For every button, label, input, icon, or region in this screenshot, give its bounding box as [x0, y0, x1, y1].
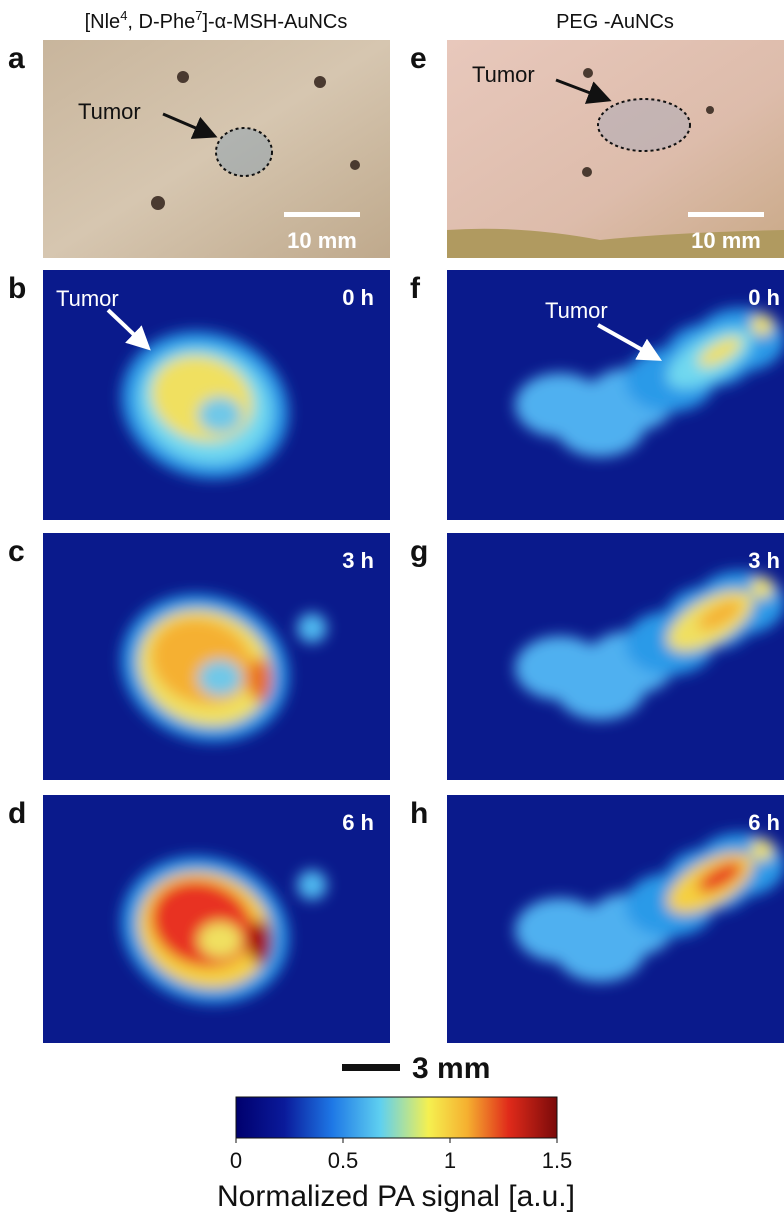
tick-label: 0 — [230, 1148, 242, 1173]
panel-letter: c — [8, 535, 25, 568]
tumor-label: Tumor — [56, 286, 119, 311]
signal-spot — [297, 870, 327, 900]
signal-spot — [751, 314, 773, 336]
time-label: 6 h — [342, 810, 374, 835]
scale-bar — [688, 212, 764, 217]
figure: [Nle4, D-Phe7]-α-MSH-AuNCs PEG -AuNCs Tu… — [0, 0, 784, 1214]
panel-letter: d — [8, 797, 26, 830]
panel-letter: f — [410, 272, 421, 305]
colorbar — [236, 1097, 557, 1138]
time-label: 0 h — [342, 285, 374, 310]
signal-center — [198, 922, 242, 958]
panel-letter: h — [410, 797, 428, 830]
tumor-label: Tumor — [545, 298, 608, 323]
tick-label: 1 — [444, 1148, 456, 1173]
signal-center — [198, 397, 242, 433]
time-label: 0 h — [748, 285, 780, 310]
scale-label: 3 mm — [412, 1052, 490, 1085]
signal-spot — [297, 613, 327, 643]
scale-bar — [284, 212, 360, 217]
signal-spot — [751, 577, 773, 599]
signal-spot — [751, 839, 773, 861]
panel-letter: b — [8, 272, 26, 305]
column-title: PEG -AuNCs — [556, 11, 674, 33]
tick-label: 1.5 — [542, 1148, 573, 1173]
tumor-label: Tumor — [472, 62, 535, 87]
time-label: 6 h — [748, 810, 780, 835]
panel-letter: a — [8, 42, 25, 75]
panel-letter: g — [410, 535, 428, 568]
column-title: [Nle4, D-Phe7]-α-MSH-AuNCs — [85, 8, 348, 33]
colorbar-label: Normalized PA signal [a.u.] — [217, 1180, 575, 1213]
time-label: 3 h — [748, 548, 780, 573]
signal-hot — [248, 920, 272, 964]
scale-bar — [342, 1064, 400, 1071]
scale-label: 10 mm — [287, 228, 357, 253]
tumor-label: Tumor — [78, 99, 141, 124]
scale-label: 10 mm — [691, 228, 761, 253]
signal-center — [198, 660, 242, 696]
tick-label: 0.5 — [328, 1148, 359, 1173]
panel-letter: e — [410, 42, 427, 75]
time-label: 3 h — [342, 548, 374, 573]
signal-hot — [248, 658, 272, 702]
